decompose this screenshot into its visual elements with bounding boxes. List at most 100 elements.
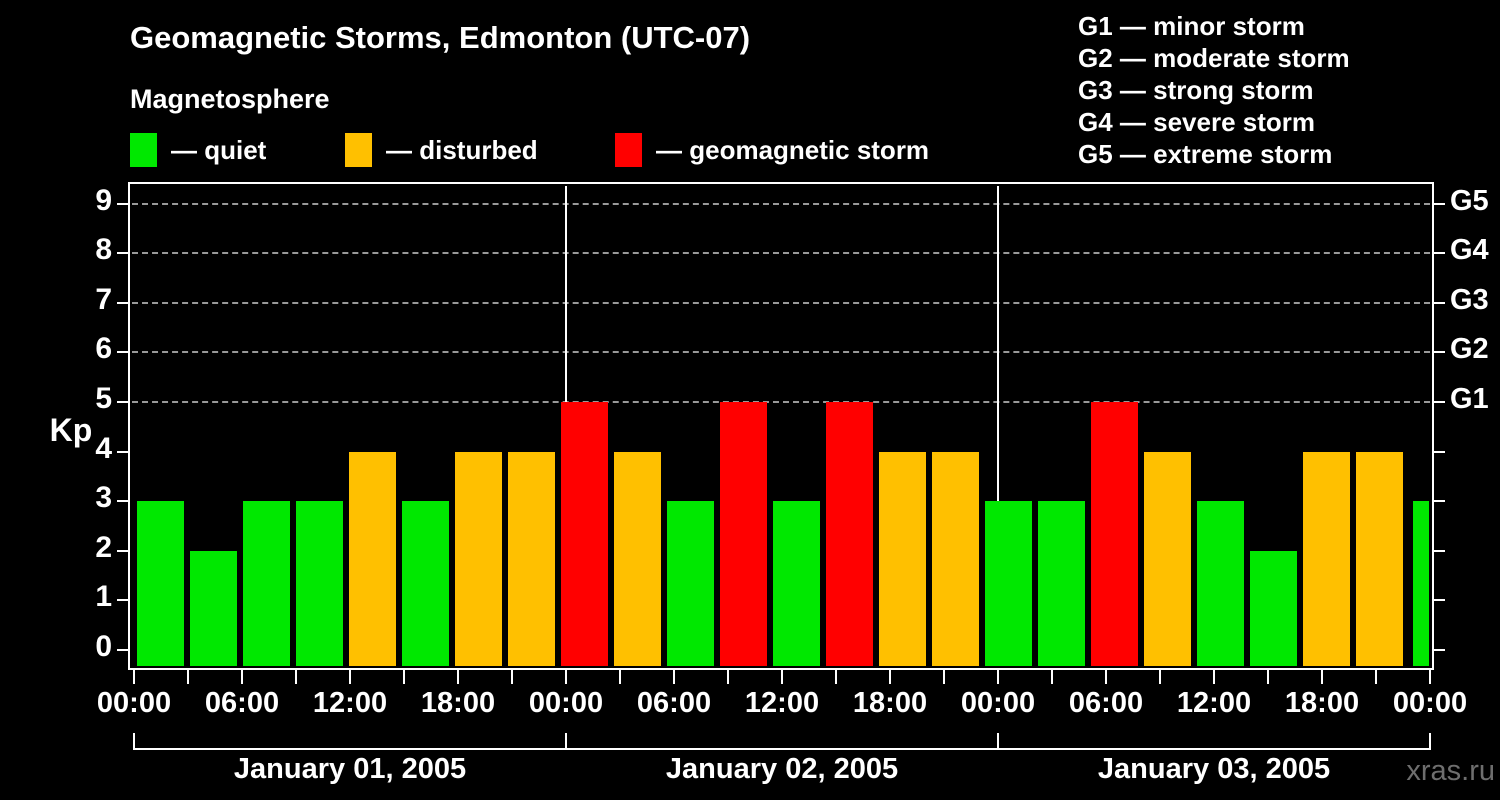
g-scale-legend-line: G2 — moderate storm — [1078, 43, 1350, 73]
y-axis-tick — [117, 351, 130, 354]
watermark: xras.ru — [1406, 755, 1495, 787]
y-axis-tick — [117, 549, 130, 552]
page-title: Geomagnetic Storms, Edmonton (UTC-07) — [130, 20, 751, 55]
y-axis-tick — [117, 649, 130, 651]
time-label: 18:00 — [420, 687, 496, 719]
y-axis-tick — [117, 252, 130, 255]
time-label: 18:00 — [852, 687, 928, 719]
kp-bar — [349, 451, 396, 666]
x-axis-tick — [943, 668, 945, 684]
x-axis-tick — [1267, 668, 1269, 684]
kp-bar — [296, 501, 343, 666]
time-label: 18:00 — [1284, 687, 1360, 719]
g-scale-legend-line: G4 — severe storm — [1078, 107, 1316, 137]
legend-item-quiet: — quiet — [130, 132, 266, 168]
x-axis-tick — [1051, 668, 1053, 684]
x-axis-tick — [349, 668, 351, 684]
x-axis-tick — [1213, 668, 1215, 684]
kp-bar — [1356, 451, 1403, 666]
y-gridline — [132, 401, 1430, 403]
kp-bar — [402, 501, 449, 666]
y-axis-tick — [117, 599, 130, 602]
g-level-label: G4 — [1450, 234, 1489, 267]
x-axis-tick — [1159, 668, 1161, 684]
y-tick-label: 9 — [95, 183, 112, 217]
y-axis-tick — [1432, 351, 1445, 354]
kp-axis-label: Kp — [49, 412, 93, 448]
y-axis-tick — [117, 202, 130, 205]
y-axis-tick — [1432, 549, 1445, 552]
kp-bar — [667, 501, 714, 666]
date-label: January 03, 2005 — [1097, 753, 1331, 785]
date-bracket-line — [134, 748, 1430, 750]
magnetosphere-subtitle: Magnetosphere — [130, 84, 330, 114]
x-axis-tick — [295, 668, 297, 684]
kp-bar — [508, 451, 555, 666]
x-axis-tick — [781, 668, 783, 684]
x-axis-tick — [673, 668, 675, 684]
x-axis-tick — [133, 668, 135, 684]
time-label: 06:00 — [636, 687, 712, 719]
date-label: January 01, 2005 — [233, 753, 467, 785]
kp-bar — [1250, 550, 1297, 666]
y-tick-label: 5 — [95, 382, 112, 415]
y-axis-tick — [1432, 252, 1445, 255]
y-gridline — [132, 202, 1430, 205]
x-axis-tick — [619, 668, 621, 684]
y-axis-tick — [1432, 401, 1445, 403]
x-axis-tick — [457, 668, 459, 684]
storm-color-swatch — [615, 133, 642, 167]
y-axis-tick — [117, 450, 130, 453]
time-label: 12:00 — [312, 687, 388, 719]
quiet-color-swatch — [130, 133, 157, 167]
y-axis-tick — [1432, 649, 1445, 651]
y-axis-tick — [117, 301, 130, 304]
x-axis-tick — [403, 668, 405, 684]
y-axis-tick — [1432, 500, 1445, 503]
time-label: 00:00 — [1392, 687, 1468, 719]
x-axis-tick — [511, 668, 513, 684]
kp-bar — [455, 451, 502, 666]
y-tick-label: 1 — [95, 580, 112, 614]
x-axis-tick — [1321, 668, 1323, 684]
legend-item-storm: — geomagnetic storm — [615, 132, 929, 168]
kp-bar — [826, 402, 873, 666]
kp-bar — [879, 451, 926, 666]
g-scale-legend: G1 — minor storm G2 — moderate storm G3 … — [1078, 10, 1350, 170]
y-tick-label: 7 — [95, 282, 112, 316]
x-axis-tick — [889, 668, 891, 684]
kp-bar-partial — [1413, 501, 1429, 666]
g-level-label: G1 — [1450, 383, 1489, 415]
kp-bar — [773, 501, 820, 666]
time-label: 06:00 — [1068, 687, 1144, 719]
y-gridline — [132, 301, 1430, 304]
time-label: 06:00 — [204, 687, 280, 719]
x-axis-tick — [997, 668, 999, 684]
g-level-label: G5 — [1450, 184, 1489, 217]
x-axis-tick — [565, 668, 567, 684]
y-tick-label: 3 — [95, 481, 112, 515]
kp-bar — [1303, 451, 1350, 666]
x-axis-tick — [1375, 668, 1377, 684]
legend-label-disturbed: — disturbed — [386, 134, 538, 165]
legend-label-quiet: — quiet — [171, 134, 267, 165]
date-bracket-tick — [1429, 733, 1431, 750]
date-bracket-tick — [565, 733, 567, 750]
x-axis-tick — [1105, 668, 1107, 684]
y-tick-label: 2 — [95, 530, 112, 564]
x-axis-tick — [727, 668, 729, 684]
y-tick-label: 0 — [95, 630, 112, 663]
y-axis-tick — [117, 401, 130, 403]
date-bracket-tick — [997, 733, 999, 750]
y-axis-tick — [1432, 599, 1445, 602]
y-tick-label: 8 — [95, 233, 112, 267]
x-axis-tick — [187, 668, 189, 684]
y-gridline — [132, 351, 1430, 354]
kp-bar — [1197, 501, 1244, 666]
kp-bar — [190, 550, 237, 666]
kp-bar — [1144, 451, 1191, 666]
time-label: 00:00 — [96, 687, 172, 719]
y-tick-label: 6 — [95, 332, 112, 366]
